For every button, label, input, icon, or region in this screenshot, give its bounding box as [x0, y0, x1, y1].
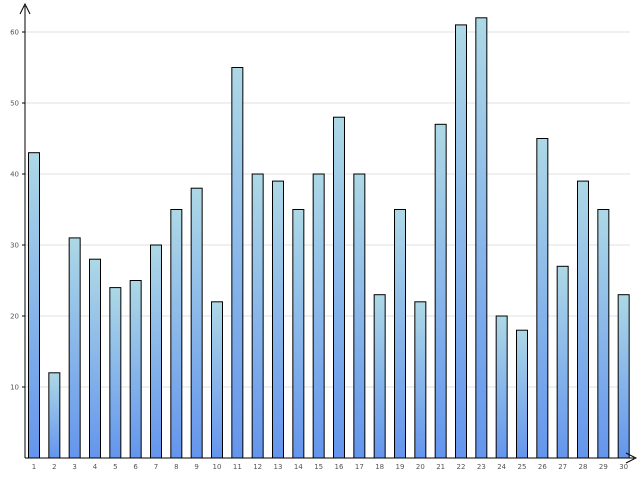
- x-tick-label: 18: [375, 463, 384, 471]
- bar-16: [333, 116, 345, 459]
- bars: [28, 17, 630, 459]
- x-tick-label: 13: [274, 463, 283, 471]
- bar-5: [109, 287, 122, 459]
- x-tick-label: 6: [133, 463, 138, 471]
- bar-20: [414, 301, 427, 459]
- y-tick-label: 10: [10, 384, 19, 392]
- bar-23: [475, 17, 488, 459]
- bar-26: [536, 138, 549, 459]
- bar-21: [434, 123, 447, 459]
- x-tick-label: 8: [174, 463, 178, 471]
- y-tick-label: 20: [10, 313, 19, 321]
- bar-25: [516, 329, 528, 459]
- bar-15: [312, 173, 325, 459]
- x-tick-label: 2: [52, 463, 56, 471]
- bar-29: [597, 209, 610, 459]
- x-tick-label: 10: [213, 463, 222, 471]
- x-tick-label: 9: [194, 463, 198, 471]
- bar-22: [455, 24, 467, 459]
- x-tick-label: 3: [72, 463, 76, 471]
- x-tick-label: 30: [619, 463, 628, 471]
- x-tick-label: 23: [477, 463, 486, 471]
- y-tick-label: 40: [10, 171, 19, 179]
- x-tick-label: 15: [314, 463, 323, 471]
- x-tick-label: 22: [457, 463, 466, 471]
- bar-8: [170, 209, 183, 459]
- x-axis-arrow: [625, 452, 638, 464]
- bar-6: [129, 280, 142, 459]
- x-tick-label: 16: [335, 463, 344, 471]
- x-tick-label: 20: [416, 463, 425, 471]
- y-tick-label: 50: [10, 100, 19, 108]
- bar-18: [373, 294, 386, 459]
- y-tick-labels: 10 20 30 40 50 60: [10, 29, 25, 392]
- x-tick-label: 27: [558, 463, 567, 471]
- bar-1: [28, 152, 40, 459]
- bar-28: [577, 180, 589, 459]
- x-tick-label: 17: [355, 463, 364, 471]
- x-tick-label: 26: [538, 463, 547, 471]
- x-tick-label: 24: [497, 463, 506, 471]
- bar-30: [617, 294, 630, 459]
- bar-13: [272, 180, 284, 459]
- bar-14: [292, 209, 305, 459]
- bar-24: [495, 315, 508, 459]
- x-tick-labels: 1 2 3 4 5 6 7 8 9 10 11 12 13 14 15 16 17 18 19 20 21 22 23 24 2…: [32, 463, 628, 471]
- x-tick-label: 1: [32, 463, 36, 471]
- bar-19: [394, 209, 406, 459]
- bar-7: [150, 244, 162, 459]
- x-tick-label: 5: [113, 463, 117, 471]
- y-axis-arrow: [19, 2, 31, 15]
- y-tick-label: 60: [10, 29, 19, 37]
- axes: [19, 2, 638, 464]
- x-tick-label: 29: [599, 463, 608, 471]
- bar-12: [251, 173, 264, 459]
- bar-11: [231, 67, 244, 459]
- x-tick-label: 12: [253, 463, 262, 471]
- x-tick-label: 4: [93, 463, 98, 471]
- grid-lines: [25, 31, 630, 388]
- x-tick-label: 7: [154, 463, 158, 471]
- x-tick-label: 25: [518, 463, 527, 471]
- bar-3: [68, 237, 81, 459]
- bar-2: [48, 372, 61, 459]
- bar-4: [89, 258, 101, 459]
- bar-27: [556, 265, 569, 459]
- bar-17: [353, 173, 366, 459]
- x-tick-label: 19: [396, 463, 405, 471]
- bar-9: [190, 187, 203, 459]
- x-tick-label: 21: [436, 463, 445, 471]
- x-tick-label: 28: [579, 463, 588, 471]
- x-tick-label: 14: [294, 463, 303, 471]
- y-tick-label: 30: [10, 242, 19, 250]
- x-tick-label: 11: [233, 463, 242, 471]
- bar-10: [211, 301, 223, 459]
